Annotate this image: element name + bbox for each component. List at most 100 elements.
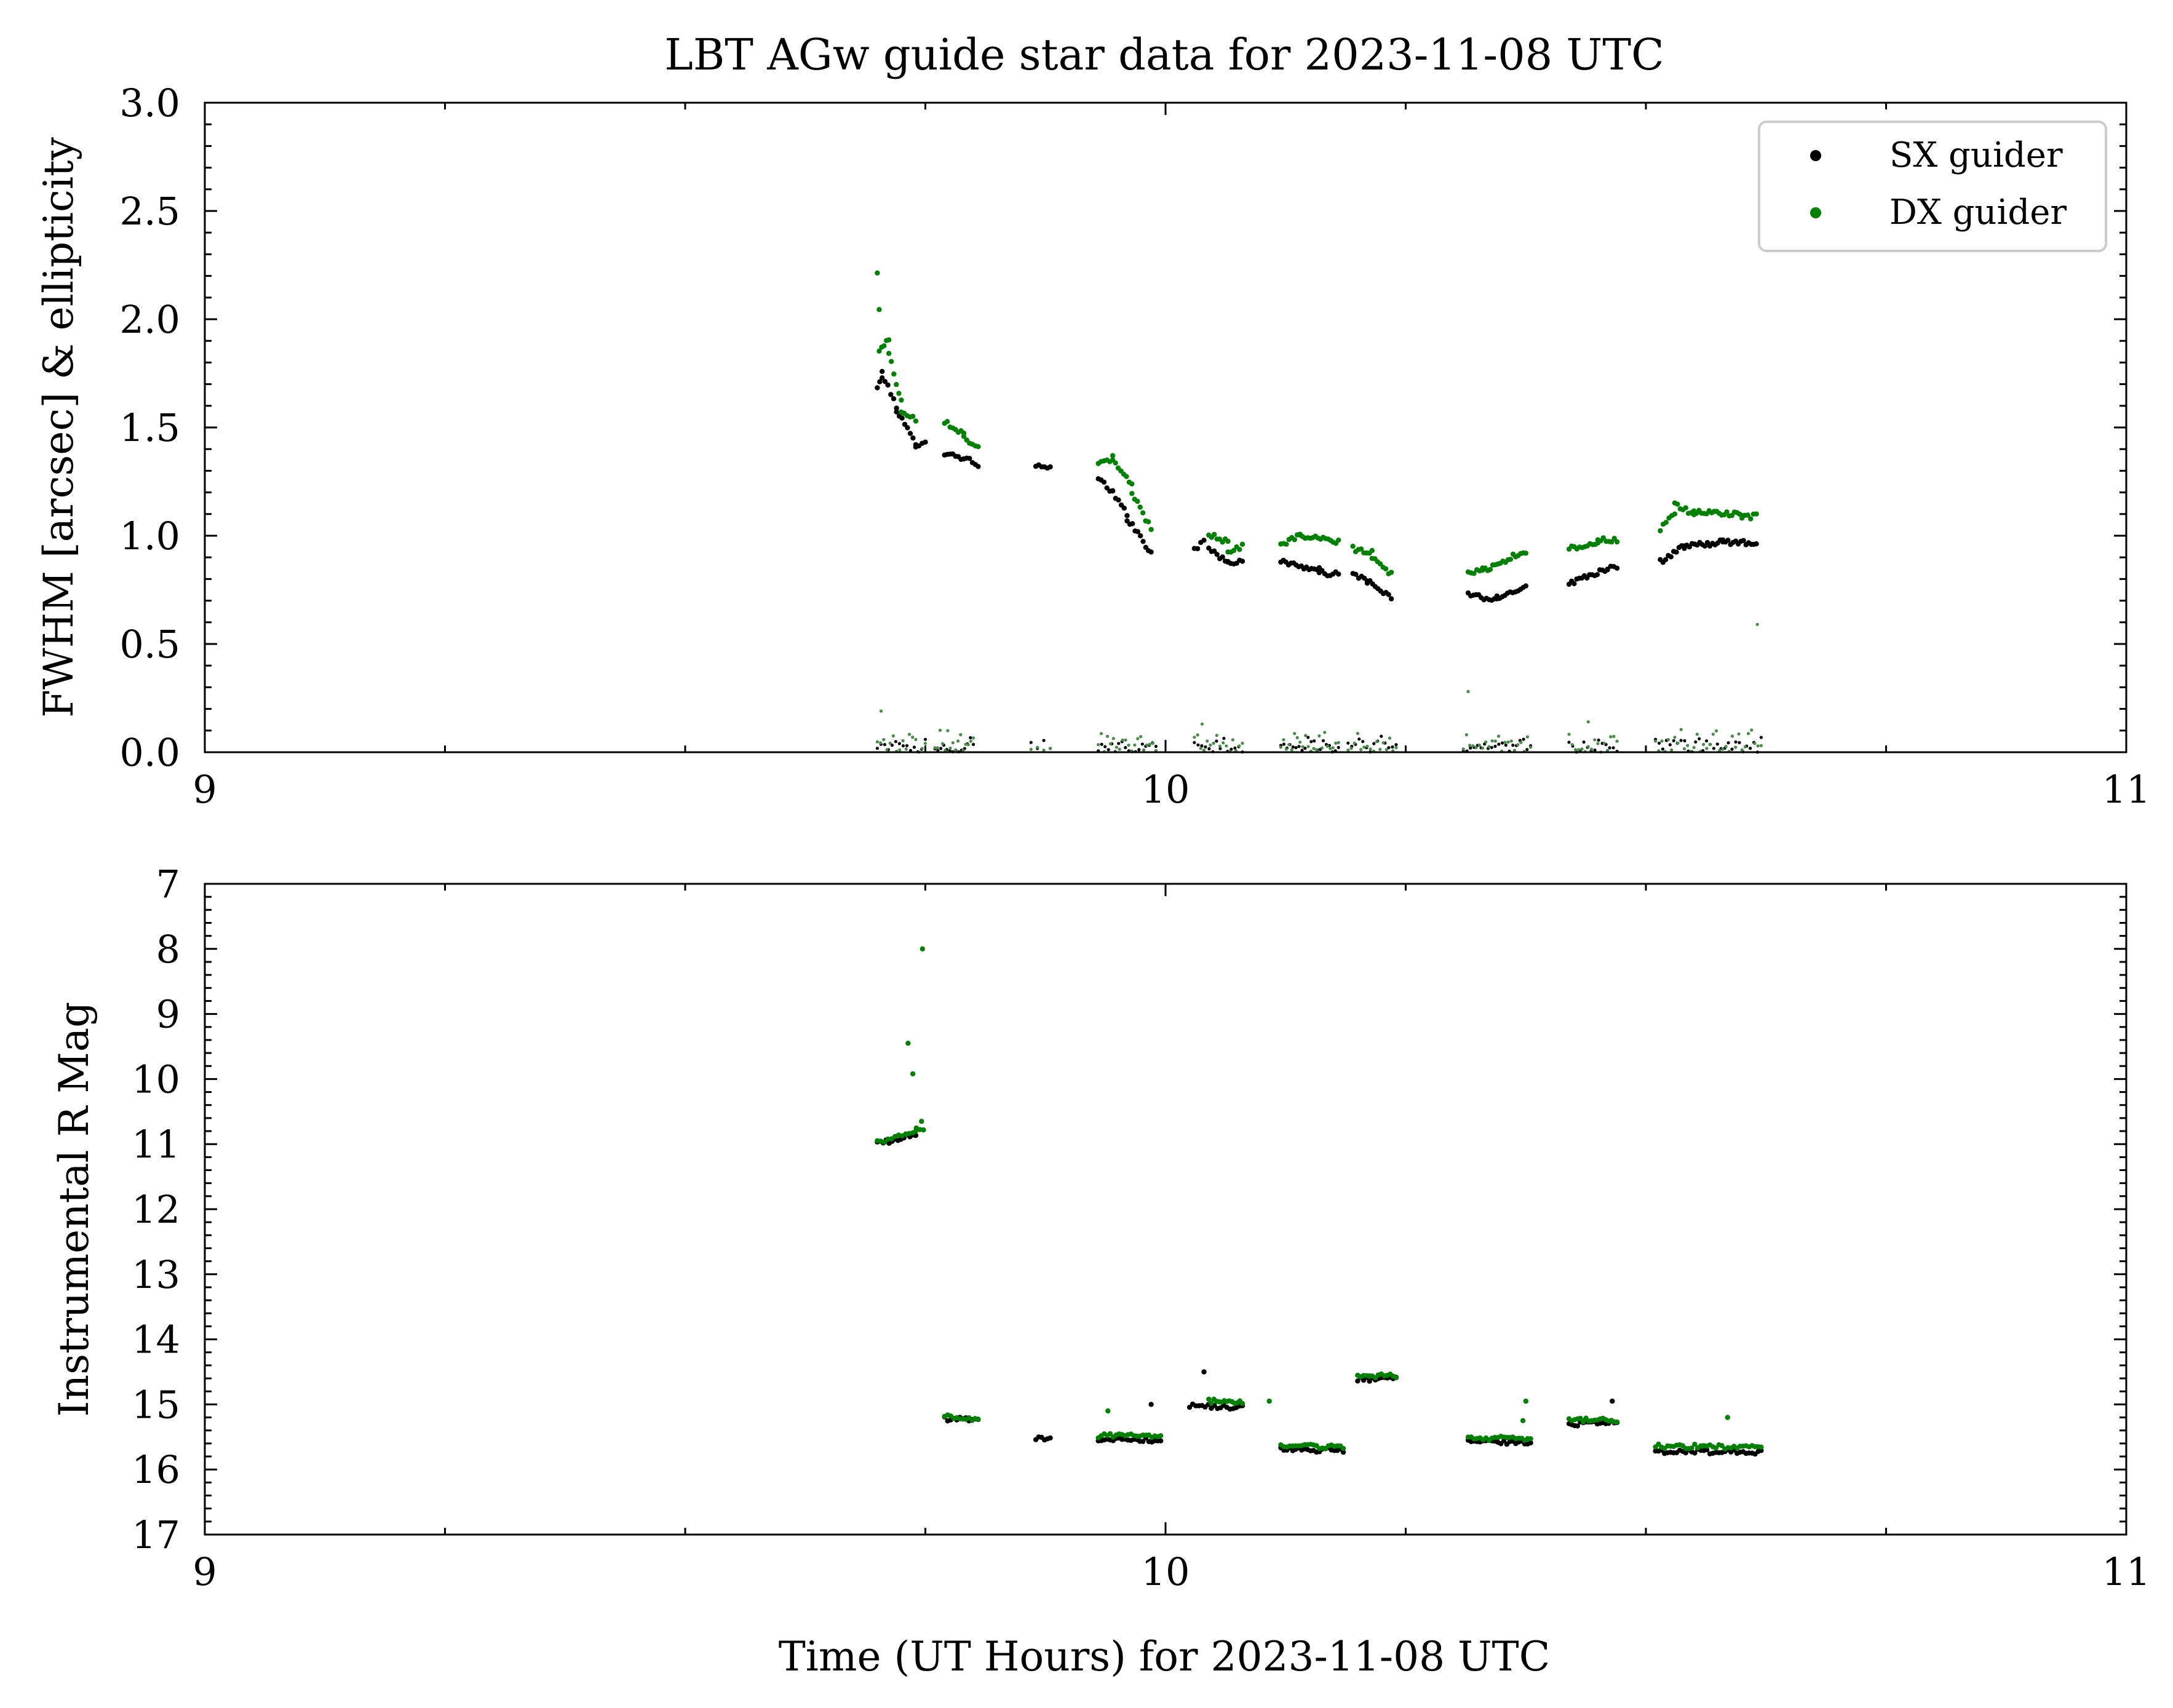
sx-guider-point: [1340, 1449, 1346, 1455]
sx-ellipticity-point: [1309, 740, 1313, 744]
dx-ellipticity-point: [1290, 748, 1293, 752]
sx-guider-point: [882, 379, 888, 384]
fwhm-y-tick-label: 0.5: [119, 622, 180, 667]
dx-ellipticity-point: [1695, 733, 1699, 736]
dx-ellipticity-point: [1279, 745, 1282, 749]
sx-guider-point: [923, 439, 928, 445]
dx-ellipticity-point: [904, 747, 908, 751]
dx-guider-point: [1350, 544, 1356, 549]
dx-ellipticity-point: [1127, 744, 1130, 747]
dx-guider-point: [1206, 1396, 1212, 1402]
dx-ellipticity-point: [1317, 734, 1321, 738]
dx-ellipticity-point: [969, 739, 972, 743]
dx-ellipticity-point: [1519, 741, 1523, 744]
dx-ellipticity-point: [1353, 741, 1356, 745]
sx-ellipticity-point: [1306, 736, 1310, 739]
sx-guider-point: [899, 415, 905, 421]
dx-guider-point: [886, 351, 892, 356]
dx-ellipticity-point: [1480, 746, 1485, 750]
magnitude-y-tick-label: 17: [132, 1512, 180, 1557]
magnitude-points: [875, 946, 1764, 1457]
dx-ellipticity-point: [1314, 748, 1319, 752]
dx-ellipticity-point: [1139, 735, 1143, 739]
dx-guider-point: [913, 418, 919, 424]
dx-guider-point: [1523, 550, 1528, 556]
dx-ellipticity-point: [1196, 733, 1199, 737]
sx-ellipticity-point: [1230, 747, 1233, 751]
sx-guider-point: [880, 375, 885, 381]
dx-ellipticity-point: [956, 739, 960, 743]
dx-ellipticity-point: [1334, 741, 1338, 745]
dx-ellipticity-point: [936, 746, 939, 750]
dx-guider-point: [1713, 1445, 1718, 1451]
sx-guider-point: [1148, 549, 1154, 555]
dx-ellipticity-point: [943, 749, 947, 752]
dx-ellipticity-point: [1331, 746, 1335, 750]
sx-guider-point: [1124, 513, 1130, 518]
sx-ellipticity-point: [1291, 745, 1295, 749]
dx-ellipticity-point: [1711, 733, 1715, 736]
dx-ellipticity-point: [1287, 743, 1291, 747]
sx-guider-point: [1571, 581, 1577, 587]
dx-ellipticity-point: [1516, 743, 1520, 747]
dx-guider-point: [1748, 516, 1754, 522]
sx-guider-point: [880, 368, 885, 375]
dx-ellipticity-point: [1359, 748, 1363, 752]
sx-ellipticity-point: [1738, 741, 1741, 744]
dx-ellipticity-point: [1724, 745, 1728, 749]
dx-ellipticity-point: [1042, 749, 1046, 752]
sx-guider-point: [1047, 1435, 1053, 1441]
sx-guider-point: [885, 382, 891, 388]
sx-guider-point: [1135, 529, 1141, 534]
sx-ellipticity-point: [1300, 749, 1304, 752]
dx-ellipticity-point: [1329, 747, 1332, 750]
dx-guider-point: [875, 270, 880, 276]
fwhm-y-tick-label: 1.5: [119, 405, 180, 450]
dx-ellipticity-point: [885, 748, 889, 752]
dx-guider-point: [1758, 1444, 1764, 1450]
dx-guider-point: [1388, 570, 1394, 575]
dx-ellipticity-point: [1666, 738, 1670, 742]
sx-ellipticity-point: [972, 742, 975, 746]
dx-guider-outlier-point: [919, 1119, 924, 1124]
dx-ellipticity-point: [1237, 744, 1241, 748]
dx-guider-point: [1135, 498, 1140, 504]
dx-ellipticity-point: [1206, 739, 1209, 743]
dx-ellipticity-point: [1378, 747, 1382, 751]
dx-ellipticity-point: [1593, 738, 1597, 742]
fwhm-y-tick-label: 2.5: [119, 189, 180, 234]
dx-guider-outlier-point: [1266, 1398, 1272, 1404]
dx-guider-point: [1129, 481, 1135, 487]
dx-guider-point: [876, 307, 882, 312]
dx-ellipticity-point: [1151, 741, 1154, 745]
dx-guider-point: [1528, 1436, 1533, 1442]
dx-ellipticity-point: [1596, 742, 1600, 745]
sx-ellipticity-point: [1137, 748, 1141, 752]
dx-ellipticity-point: [1461, 747, 1465, 751]
sx-guider-outlier-point: [1610, 1398, 1615, 1404]
sx-guider-point: [1704, 1447, 1710, 1453]
dx-ellipticity-point: [1692, 745, 1696, 749]
sx-guider-point: [1528, 1440, 1533, 1446]
dx-ellipticity-outlier-point: [1466, 689, 1470, 693]
dx-ellipticity-point: [1484, 740, 1488, 744]
dx-guider-point: [975, 444, 981, 450]
sx-guider-point: [1140, 1439, 1146, 1444]
dx-ellipticity-point: [1293, 732, 1297, 736]
dx-ellipticity-point: [907, 733, 912, 736]
sx-guider-point: [1388, 596, 1394, 602]
dx-ellipticity-point: [1301, 745, 1305, 749]
dx-ellipticity-point: [1218, 744, 1222, 748]
magnitude-y-tick-label: 12: [132, 1187, 180, 1232]
sx-ellipticity-point: [1611, 746, 1615, 750]
sx-ellipticity-point: [1608, 746, 1611, 750]
dx-ellipticity-point: [920, 747, 924, 750]
sx-guider-point: [1158, 1438, 1164, 1444]
magnitude-x-tick-label: 9: [193, 1549, 217, 1594]
dx-ellipticity-point: [1477, 743, 1481, 747]
dx-guider-point: [945, 419, 950, 424]
dx-ellipticity-point: [1686, 744, 1690, 747]
dx-guider-outlier-point: [1105, 1408, 1111, 1414]
dx-guider-point: [1754, 511, 1759, 517]
dx-ellipticity-point: [1215, 734, 1218, 737]
